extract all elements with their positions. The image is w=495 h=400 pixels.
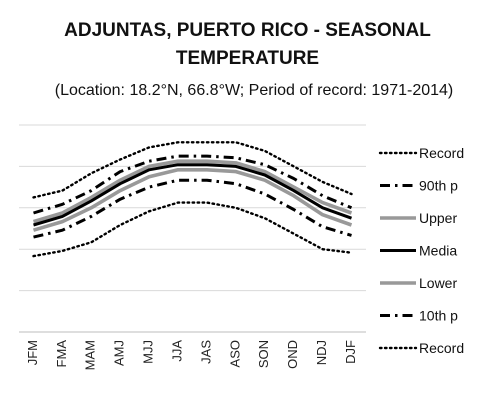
legend-label-4: Media — [419, 243, 457, 259]
x-tick-label: FMA — [54, 340, 69, 368]
x-tick-label: NDJ — [314, 340, 329, 365]
legend-label-1: Record — [419, 145, 464, 161]
series-lines — [32, 141, 353, 258]
x-tick-label: AMJ — [112, 340, 127, 366]
x-tick-label: OND — [285, 340, 300, 369]
x-tick-label: DJF — [343, 340, 358, 364]
x-tick-label: ASO — [227, 340, 242, 367]
series-line-7 — [32, 201, 353, 258]
x-tick-labels: JFM FMA MAM AMJ MJJ JJA JAS ASO SON OND NDJ DJF — [25, 340, 358, 371]
chart-title-line-2: TEMPERATURE — [175, 48, 320, 69]
chart-title-line-1: ADJUNTAS, PUERTO RICO - SEASONAL — [64, 20, 431, 41]
x-tick-label: JJA — [169, 340, 184, 362]
x-tick-label: MJJ — [141, 340, 156, 364]
legend-label-6: 10th p — [419, 308, 458, 324]
series-line-1 — [32, 141, 353, 199]
series-line-3 — [32, 159, 353, 224]
x-tick-label: JFM — [25, 340, 40, 365]
series-line-4 — [33, 163, 353, 227]
legend-label-3: Upper — [419, 210, 457, 226]
chart-subtitle: (Location: 18.2°N, 66.8°W; Period of rec… — [54, 82, 454, 99]
legend: Record 90th p Upper Media Lower 10th p Record — [378, 145, 464, 356]
grid-lines — [19, 124, 366, 333]
legend-label-2: 90th p — [419, 178, 458, 194]
legend-label-7: Record — [419, 340, 464, 356]
legend-label-5: Lower — [419, 275, 457, 291]
series-line-6 — [33, 178, 352, 239]
x-tick-label: JAS — [198, 340, 213, 364]
series-line-5 — [32, 168, 353, 232]
x-tick-label: MAM — [83, 340, 98, 370]
x-tick-label: SON — [256, 340, 271, 368]
